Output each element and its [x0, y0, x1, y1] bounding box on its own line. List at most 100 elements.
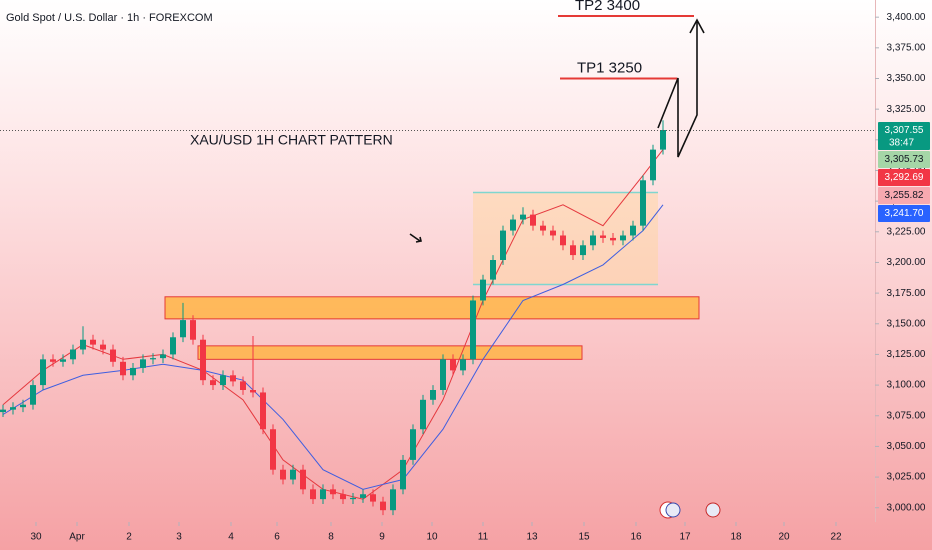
candle-body: [600, 235, 606, 238]
y-tick-label: 3,175.00: [887, 288, 926, 299]
y-tick-label: 3,125.00: [887, 349, 926, 360]
support-zone: [197, 345, 583, 360]
event-icon[interactable]: [665, 502, 681, 518]
candle-body: [90, 339, 96, 345]
candle-body: [320, 489, 326, 500]
candle-body: [260, 392, 266, 430]
candle-body: [650, 149, 656, 181]
y-tick-label: 3,050.00: [887, 441, 926, 452]
annotation: XAU/USD 1H CHART PATTERN: [190, 132, 393, 148]
candle-body: [300, 469, 306, 490]
candle-body: [100, 344, 106, 350]
candle-body: [420, 399, 426, 430]
x-tick-label: 9: [379, 532, 385, 543]
candle-body: [590, 235, 596, 246]
y-tick-label: 3,400.00: [887, 12, 926, 23]
candle-body: [660, 130, 666, 150]
price-badge: [878, 169, 930, 187]
y-tick-label: 3,350.00: [887, 73, 926, 84]
candle-body: [80, 339, 86, 350]
candle-body: [10, 407, 16, 410]
x-tick-label: 8: [328, 532, 334, 543]
chart-title: Gold Spot / U.S. Dollar · 1h · FOREXCOM: [6, 12, 213, 24]
candle-body: [250, 390, 256, 393]
candle-body: [20, 404, 26, 408]
candle-body: [550, 230, 556, 236]
x-tick-label: 11: [478, 532, 489, 543]
x-tick-label: 18: [730, 532, 742, 543]
candle-body: [30, 385, 36, 405]
candle-body: [560, 235, 566, 246]
y-tick-label: 3,000.00: [887, 502, 926, 513]
candle-body: [510, 219, 516, 231]
candle-body: [630, 225, 636, 236]
candle-body: [440, 359, 446, 390]
price-badge-label: 3,241.70: [885, 208, 924, 219]
candle-body: [500, 230, 506, 260]
y-tick-label: 3,025.00: [887, 472, 926, 483]
candle-body: [490, 260, 496, 280]
arrow-head: [689, 18, 705, 34]
candle-body: [350, 497, 356, 500]
small-arrow: [409, 233, 421, 242]
candle-body: [310, 489, 316, 500]
candle-body: [140, 359, 146, 368]
event-icon[interactable]: [705, 502, 721, 518]
candle-body: [330, 489, 336, 495]
target-label: TP1 3250: [577, 59, 642, 76]
x-tick-label: 16: [630, 532, 642, 543]
candle-body: [170, 337, 176, 355]
candle-body: [370, 494, 376, 502]
candle-body: [460, 359, 466, 371]
x-tick-label: 15: [578, 532, 590, 543]
candle-body: [580, 245, 586, 256]
y-tick-label: 3,325.00: [887, 104, 926, 115]
candle-body: [620, 235, 626, 241]
candle-body: [50, 359, 56, 362]
support-zone: [164, 296, 700, 320]
x-tick-label: 13: [526, 532, 538, 543]
x-tick-label: 20: [778, 532, 790, 543]
candle-body: [280, 469, 286, 480]
candle-body: [240, 381, 246, 390]
candle-body: [60, 359, 66, 362]
candle-body: [190, 320, 196, 340]
y-tick-label: 3,075.00: [887, 410, 926, 421]
zigzag-arrow: [657, 22, 698, 158]
x-tick-label: 10: [426, 532, 438, 543]
x-tick-label: 22: [830, 532, 842, 543]
x-tick-label: 6: [274, 532, 280, 543]
price-badge: [878, 151, 930, 169]
price-badge: [878, 205, 930, 223]
candle-body: [450, 359, 456, 371]
countdown: 38:47: [889, 138, 914, 149]
y-tick-label: 3,100.00: [887, 380, 926, 391]
candle-body: [210, 380, 216, 386]
moving-average: [2, 204, 664, 490]
candle-body: [0, 409, 6, 413]
price-badge: [878, 122, 930, 151]
candle-body: [520, 214, 526, 220]
candle-body: [70, 349, 76, 360]
price-badge-label: 3,305.73: [885, 154, 924, 165]
candle-body: [270, 429, 276, 470]
candle-body: [130, 367, 136, 376]
candle-body: [160, 354, 166, 359]
candle-body: [180, 320, 186, 338]
candle-body: [390, 489, 396, 511]
candle-body: [570, 245, 576, 256]
candle-body: [380, 501, 386, 511]
x-tick-label: 2: [126, 532, 132, 543]
candle-body: [430, 390, 436, 400]
candle-body: [610, 237, 616, 241]
candle-body: [480, 279, 486, 301]
candle-body: [530, 214, 536, 226]
candle-body: [470, 300, 476, 360]
candle-body: [120, 361, 126, 376]
candle-body: [110, 349, 116, 362]
drawn-arrow: [409, 18, 705, 243]
x-tick-label: 4: [228, 532, 234, 543]
